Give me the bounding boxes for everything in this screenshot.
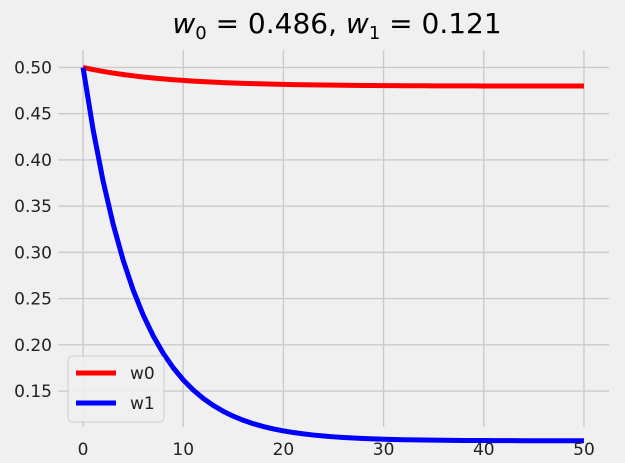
y-tick-label: 0.45 bbox=[14, 105, 52, 125]
y-tick-label: 0.25 bbox=[14, 290, 52, 310]
x-tick-label: 30 bbox=[373, 440, 395, 460]
series-line-w1 bbox=[80, 67, 584, 444]
x-tick-label: 50 bbox=[573, 440, 595, 460]
x-tick-label: 20 bbox=[273, 440, 295, 460]
title-w1-symbol: w bbox=[346, 7, 369, 40]
title-w0-symbol: w bbox=[172, 7, 195, 40]
y-tick-label: 0.15 bbox=[14, 382, 52, 402]
legend-label-w1: w1 bbox=[130, 394, 155, 414]
grid-layer bbox=[58, 50, 609, 427]
legend: w0 w1 bbox=[67, 355, 165, 423]
title-w1-subscript: 1 bbox=[369, 23, 380, 44]
y-tick-label: 0.40 bbox=[14, 151, 52, 171]
y-tick-label: 0.20 bbox=[14, 336, 52, 356]
series-layer bbox=[80, 65, 584, 444]
tick-layer: 0 10 20 30 40 50 0.15 0.20 0.25 0.30 0.35 0.40 0.45 0… bbox=[14, 58, 595, 460]
title-w1-value: = 0.121 bbox=[380, 7, 501, 40]
title-w0-value: = 0.486, bbox=[207, 7, 346, 40]
x-tick-label: 0 bbox=[78, 440, 89, 460]
legend-label-w0: w0 bbox=[130, 364, 155, 384]
chart-title: w0 = 0.486, w1 = 0.121 bbox=[172, 7, 501, 44]
y-tick-label: 0.30 bbox=[14, 243, 52, 263]
series-line-w0 bbox=[82, 65, 584, 89]
title-w0-subscript: 0 bbox=[195, 23, 206, 44]
x-tick-label: 10 bbox=[172, 440, 194, 460]
y-tick-label: 0.35 bbox=[14, 197, 52, 217]
y-tick-label: 0.50 bbox=[14, 58, 52, 78]
x-tick-label: 40 bbox=[473, 440, 495, 460]
